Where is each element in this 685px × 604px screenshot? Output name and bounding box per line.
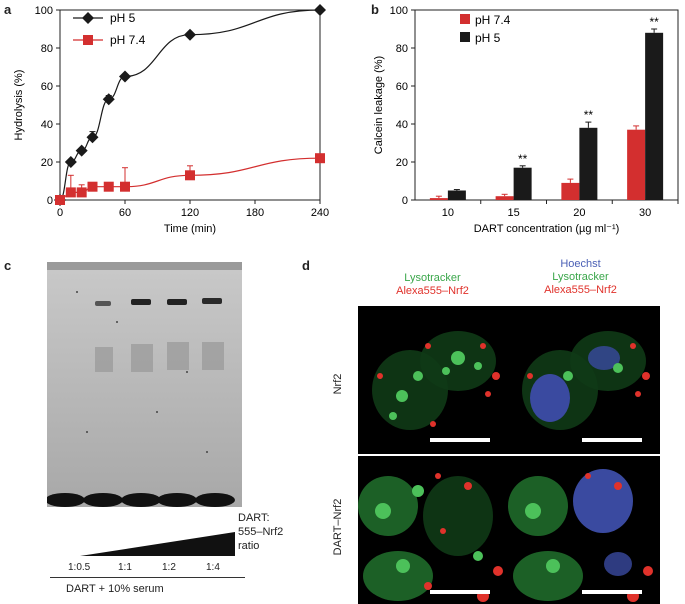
x-tick-label: 240 [311, 207, 329, 219]
gel-footer: DART + 10% serum [66, 583, 164, 595]
lane-label: 1:4 [206, 562, 220, 573]
y-tick-label: 20 [396, 157, 408, 169]
y-tick-label: 60 [41, 81, 53, 93]
legend-label: pH 7.4 [110, 33, 146, 47]
data-point [64, 156, 77, 168]
y-tick-label: 100 [390, 5, 408, 17]
row-label-dart-nrf2: DART–Nrf2 [332, 498, 344, 556]
y-tick-label: 80 [41, 43, 53, 55]
legend-marker [82, 12, 94, 24]
y-axis-label: Calcein leakage (%) [373, 56, 385, 154]
x-tick-label: 120 [181, 207, 199, 219]
y-tick-label: 100 [35, 5, 53, 17]
panel-label-a: a [4, 2, 12, 17]
lysotracker-label: Lysotracker [404, 272, 461, 284]
data-point [65, 187, 76, 198]
data-point [314, 4, 326, 16]
data-point [119, 70, 131, 83]
data-point [86, 131, 99, 144]
ratio-title-line3: ratio [238, 540, 260, 552]
y-tick-label: 40 [41, 119, 53, 131]
bar [447, 190, 466, 200]
lane-labels: 1:0.5 1:1 1:2 1:4 [68, 562, 243, 576]
data-point [102, 93, 115, 106]
bar [513, 167, 532, 200]
y-tick-label: 20 [41, 157, 53, 169]
lysotracker-label: Lysotracker [552, 271, 609, 283]
legend-marker [83, 35, 93, 45]
ratio-title-line2: 555–Nrf2 [238, 526, 284, 538]
significance-marker: ** [584, 108, 594, 122]
panel-label-b: b [371, 2, 379, 17]
y-axis-label: Hydrolysis (%) [13, 70, 25, 141]
col2-labels: Hoechst Lysotracker Alexa555–Nrf2 [508, 258, 653, 297]
ratio-title: DART: 555–Nrf2 ratio [238, 511, 283, 553]
data-point [103, 181, 114, 192]
x-tick-label: 10 [442, 207, 454, 219]
gel-bands [47, 262, 242, 507]
micrograph-dart-merged [508, 456, 660, 604]
legend-swatch [460, 14, 470, 24]
y-tick-label: 0 [402, 195, 408, 207]
scale-bar [582, 438, 642, 442]
legend-swatch [460, 32, 470, 42]
ratio-wedge [80, 532, 235, 556]
y-tick-label: 0 [47, 195, 53, 207]
panel-label-c: c [4, 258, 12, 273]
x-tick-label: 60 [119, 207, 131, 219]
x-tick-label: 20 [573, 207, 585, 219]
data-point [185, 170, 195, 181]
alexa-label: Alexa555–Nrf2 [396, 285, 469, 297]
scale-bar [430, 438, 490, 442]
significance-marker: ** [518, 152, 528, 166]
alexa-label: Alexa555–Nrf2 [544, 284, 617, 296]
x-axis-label: Time (min) [164, 223, 216, 235]
data-point [87, 181, 98, 192]
micrograph-dart-green-red [358, 456, 508, 604]
bar [645, 32, 664, 200]
x-tick-label: 15 [508, 207, 520, 219]
calcein-chart: 0 20 40 60 80 100 DART concentration (µg ml⁻¹)… [373, 5, 679, 235]
scale-bar [430, 590, 490, 594]
bar [561, 182, 580, 200]
gel-image [47, 262, 242, 507]
row-label-nrf2: Nrf2 [332, 373, 344, 395]
legend-label: pH 7.4 [475, 13, 511, 27]
footer-divider [50, 577, 245, 578]
data-point [75, 144, 88, 157]
legend-label: pH 5 [475, 31, 501, 45]
bar [495, 196, 514, 200]
data-point [184, 28, 196, 41]
x-tick-label: 180 [246, 207, 264, 219]
bar [429, 198, 448, 200]
lane-label: 1:1 [118, 562, 132, 573]
legend-label: pH 5 [110, 11, 136, 25]
lane-label: 1:2 [162, 562, 176, 573]
hydrolysis-chart: 0 60 120 180 240 0 20 40 60 80 100 Time (min) Hydrol… [13, 4, 329, 235]
bar [579, 127, 598, 200]
data-point [76, 187, 87, 198]
row-label-nrf2-wrap: Nrf2 [328, 322, 348, 448]
ratio-title-line1: DART: [238, 512, 270, 524]
micrograph-nrf2-merged [508, 306, 660, 454]
x-axis-label: DART concentration (µg ml⁻¹) [474, 223, 620, 235]
data-point [315, 153, 325, 164]
x-tick-label: 0 [57, 207, 63, 219]
y-tick-label: 80 [396, 43, 408, 55]
hoechst-label: Hoechst [560, 258, 601, 270]
y-tick-label: 40 [396, 119, 408, 131]
col1-labels: Lysotracker Alexa555–Nrf2 [360, 272, 505, 298]
significance-marker: ** [649, 15, 659, 29]
x-tick-label: 30 [639, 207, 651, 219]
y-tick-label: 60 [396, 81, 408, 93]
micrograph-nrf2-green-red [358, 306, 508, 454]
scale-bar [582, 590, 642, 594]
bar [627, 129, 646, 200]
data-point [55, 195, 65, 205]
panel-label-d: d [302, 258, 310, 273]
lane-label: 1:0.5 [68, 562, 91, 573]
data-point [120, 181, 130, 192]
row-label-dart-wrap: DART–Nrf2 [328, 455, 348, 600]
